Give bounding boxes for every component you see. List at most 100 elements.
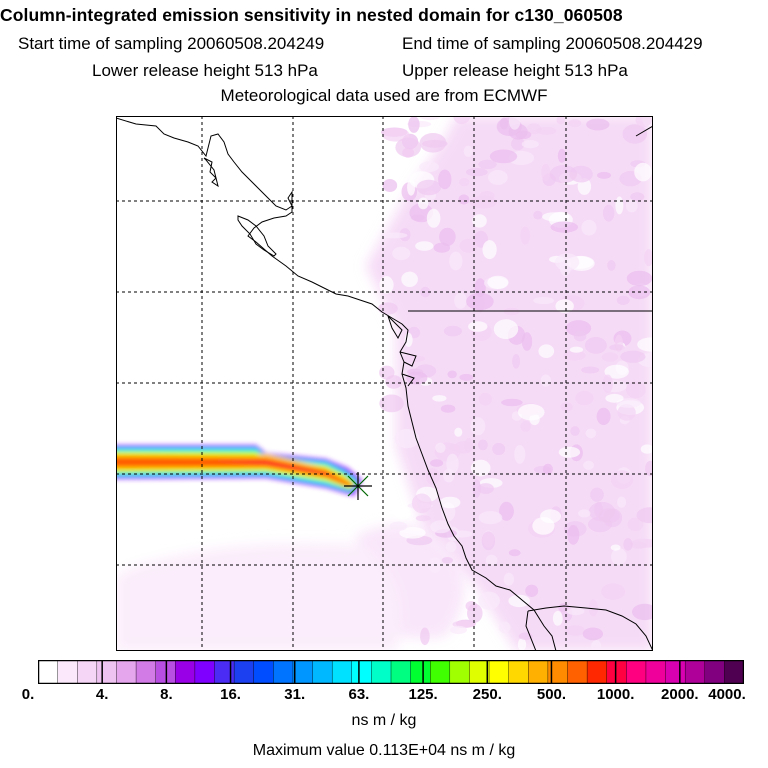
sensitivity-patch bbox=[541, 163, 551, 182]
sensitivity-patch bbox=[511, 137, 525, 151]
sensitivity-patch bbox=[411, 493, 432, 514]
sensitivity-patch bbox=[420, 627, 430, 646]
sensitivity-patch bbox=[557, 148, 566, 163]
sensitivity-patch bbox=[499, 501, 514, 521]
sensitivity-patch bbox=[596, 407, 611, 426]
sensitivity-patch bbox=[590, 487, 604, 502]
sensitivity-patch bbox=[449, 444, 460, 451]
sensitivity-patch bbox=[478, 439, 488, 451]
sensitivity-patch bbox=[520, 226, 531, 245]
sensitivity-patch bbox=[463, 145, 473, 157]
sensitivity-patch bbox=[453, 116, 471, 125]
colorbar-cell bbox=[96, 660, 118, 684]
sensitivity-patch bbox=[379, 365, 395, 380]
sensitivity-patch bbox=[549, 165, 578, 184]
colorbar-cell bbox=[724, 660, 744, 684]
colorbar-tick-label: 500. bbox=[536, 686, 567, 703]
colorbar-cell bbox=[233, 660, 255, 684]
sensitivity-patch bbox=[575, 390, 594, 406]
colorbar-tick-label: 1000. bbox=[596, 686, 635, 703]
sensitivity-patch bbox=[581, 219, 597, 236]
sensitivity-patch bbox=[449, 251, 463, 271]
sensitivity-patch bbox=[617, 404, 636, 421]
sensitivity-patch bbox=[550, 221, 579, 233]
colorbar-cell bbox=[567, 660, 588, 684]
sensitivity-patch bbox=[440, 404, 456, 413]
colorbar-cell bbox=[38, 660, 59, 684]
sensitivity-patch bbox=[630, 538, 653, 548]
sensitivity-patch bbox=[607, 260, 616, 271]
colorbar-cell bbox=[645, 660, 667, 684]
colorbar-cell bbox=[410, 660, 432, 684]
sensitivity-patch bbox=[552, 611, 563, 626]
sensitivity-patch bbox=[617, 496, 627, 508]
sensitivity-patch bbox=[381, 232, 408, 239]
sensitivity-patch bbox=[508, 594, 530, 608]
sensitivity-patch bbox=[536, 126, 557, 135]
sensitivity-map bbox=[116, 116, 653, 651]
sensitivity-patch bbox=[625, 199, 638, 213]
sensitivity-patch bbox=[389, 521, 408, 531]
sensitivity-patch bbox=[454, 292, 467, 309]
colorbar-tick-label: 125. bbox=[408, 686, 438, 703]
sensitivity-patch bbox=[512, 354, 521, 369]
sensitivity-patch bbox=[415, 241, 434, 251]
sensitivity-patch bbox=[422, 139, 448, 148]
colorbar-cell bbox=[135, 660, 157, 684]
sensitivity-patch bbox=[602, 374, 613, 394]
sensitivity-patch bbox=[420, 286, 431, 298]
sensitivity-patch bbox=[632, 603, 653, 621]
sensitivity-patch bbox=[402, 355, 426, 363]
sensitivity-patch bbox=[601, 583, 626, 600]
sensitivity-patch bbox=[401, 271, 418, 287]
sensitivity-patch bbox=[438, 169, 452, 190]
sensitivity-patch bbox=[459, 238, 478, 253]
sensitivity-patch bbox=[568, 119, 582, 128]
sensitivity-patch bbox=[514, 445, 526, 464]
sensitivity-field bbox=[116, 116, 653, 651]
colorbar-cell bbox=[371, 660, 392, 684]
end-time-label: End time of sampling 20060508.204429 bbox=[402, 34, 703, 53]
sensitivity-patch bbox=[610, 470, 634, 490]
sensitivity-patch bbox=[481, 531, 496, 551]
sensitivity-patch bbox=[478, 392, 493, 406]
colorbar-cell bbox=[194, 660, 216, 684]
sensitivity-patch bbox=[601, 352, 619, 362]
sensitivity-patch bbox=[443, 325, 462, 337]
sensitivity-patch bbox=[521, 140, 539, 149]
sensitivity-patch bbox=[520, 420, 531, 432]
colorbar-cell bbox=[273, 660, 294, 684]
colorbar-cell bbox=[449, 660, 471, 684]
sensitivity-patch bbox=[379, 394, 404, 413]
colorbar-cell bbox=[77, 660, 98, 684]
sensitivity-patch bbox=[560, 402, 573, 412]
sensitivity-patch bbox=[620, 350, 646, 363]
colorbar-cell bbox=[331, 660, 353, 684]
sensitivity-patch bbox=[503, 572, 514, 586]
sensitivity-patch bbox=[603, 204, 615, 222]
maximum-value-label: Maximum value 0.113E+04 ns m / kg bbox=[252, 742, 516, 759]
sensitivity-patch bbox=[542, 463, 553, 475]
colorbar-cell bbox=[586, 660, 608, 684]
colorbar-cell bbox=[292, 660, 314, 684]
sensitivity-patch bbox=[488, 170, 508, 185]
sensitivity-patch bbox=[517, 638, 527, 651]
colorbar-cell bbox=[253, 660, 275, 684]
sensitivity-patch bbox=[382, 128, 410, 142]
sensitivity-patch bbox=[540, 374, 551, 387]
sensitivity-patch bbox=[588, 599, 599, 617]
sensitivity-patch bbox=[509, 116, 521, 130]
sensitivity-patch bbox=[626, 270, 653, 287]
sensitivity-patch bbox=[472, 214, 487, 228]
sensitivity-patch bbox=[585, 428, 597, 439]
sensitivity-patch bbox=[445, 541, 457, 553]
colorbar-cell bbox=[214, 660, 235, 684]
sensitivity-patch bbox=[477, 483, 494, 494]
colorbar-cell bbox=[606, 660, 628, 684]
sensitivity-patch bbox=[439, 227, 456, 247]
sensitivity-patch bbox=[478, 591, 500, 610]
sensitivity-patch bbox=[582, 627, 604, 641]
sensitivity-patch bbox=[489, 149, 518, 164]
sensitivity-patch bbox=[447, 370, 457, 379]
colorbar-cell bbox=[488, 660, 510, 684]
